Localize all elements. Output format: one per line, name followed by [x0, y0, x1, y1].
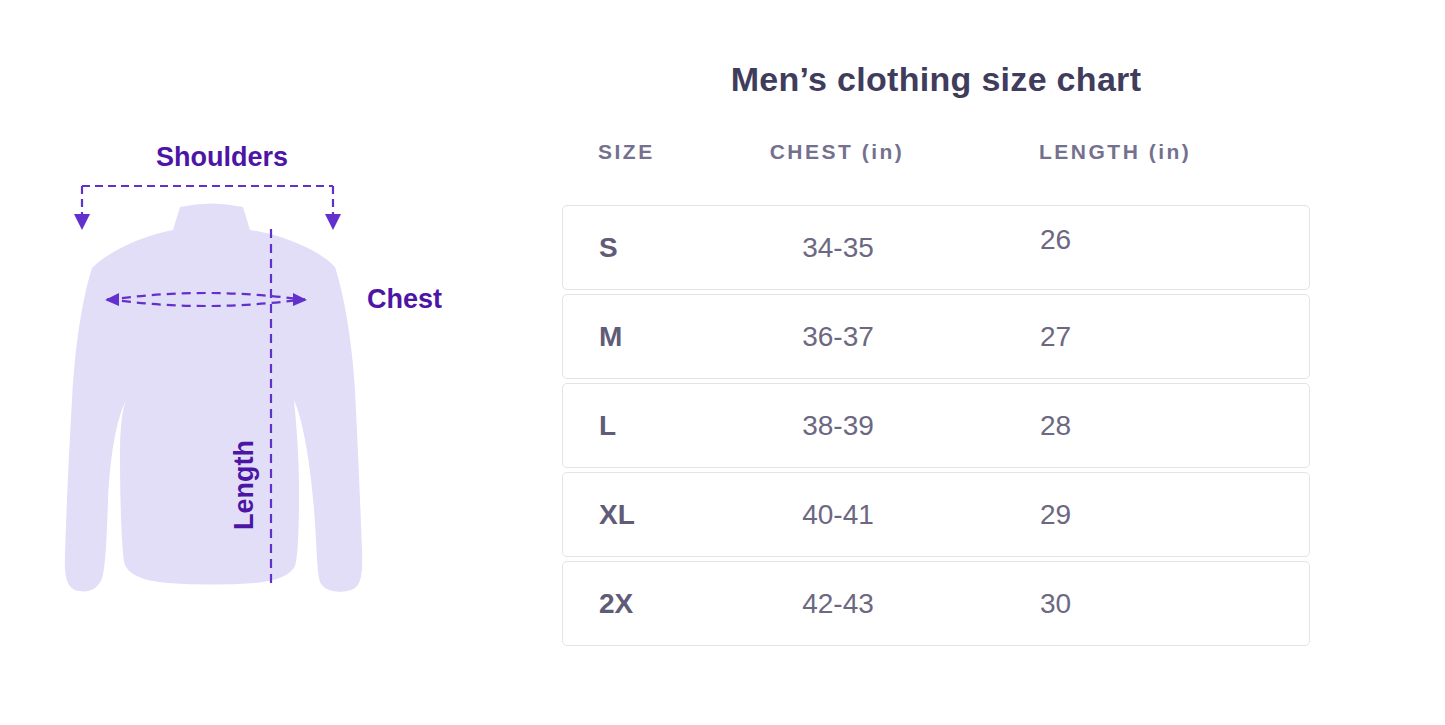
size-chart-page: Shoulders Chest Length Men’s clothing si…: [0, 0, 1445, 725]
chest-cell: 42-43: [753, 588, 923, 620]
down-arrow-icon: [325, 214, 341, 230]
size-cell: 2X: [563, 588, 753, 620]
page-title: Men’s clothing size chart: [562, 60, 1310, 99]
chest-cell: 40-41: [753, 499, 923, 531]
length-cell: 30: [923, 588, 1309, 620]
chest-cell: 34-35: [753, 232, 923, 264]
table-row: S 34-35 26: [562, 205, 1310, 290]
column-header-size: SIZE: [562, 140, 752, 164]
length-cell: 28: [923, 410, 1309, 442]
column-header-chest: CHEST (in): [752, 140, 922, 164]
chest-cell: 38-39: [753, 410, 923, 442]
length-cell: 29: [923, 499, 1309, 531]
table-row: 2X 42-43 30: [562, 561, 1310, 646]
length-label: Length: [227, 425, 261, 545]
table-row: XL 40-41 29: [562, 472, 1310, 557]
table-row: L 38-39 28: [562, 383, 1310, 468]
table-row: M 36-37 27: [562, 294, 1310, 379]
size-table: S 34-35 26 M 36-37 27 L 38-39 28 XL 40-4…: [562, 205, 1310, 650]
shirt-diagram: [0, 0, 470, 660]
column-header-length: LENGTH (in): [922, 140, 1310, 164]
chest-cell: 36-37: [753, 321, 923, 353]
shoulders-label: Shoulders: [120, 142, 324, 173]
shirt-shape: [65, 204, 362, 592]
size-cell: L: [563, 410, 753, 442]
size-cell: XL: [563, 499, 753, 531]
size-cell: S: [563, 232, 753, 264]
size-cell: M: [563, 321, 753, 353]
length-cell: 26: [923, 224, 1309, 256]
table-header-row: SIZE CHEST (in) LENGTH (in): [562, 140, 1310, 164]
chest-label: Chest: [367, 284, 442, 315]
length-cell: 27: [923, 321, 1309, 353]
down-arrow-icon: [74, 214, 90, 230]
